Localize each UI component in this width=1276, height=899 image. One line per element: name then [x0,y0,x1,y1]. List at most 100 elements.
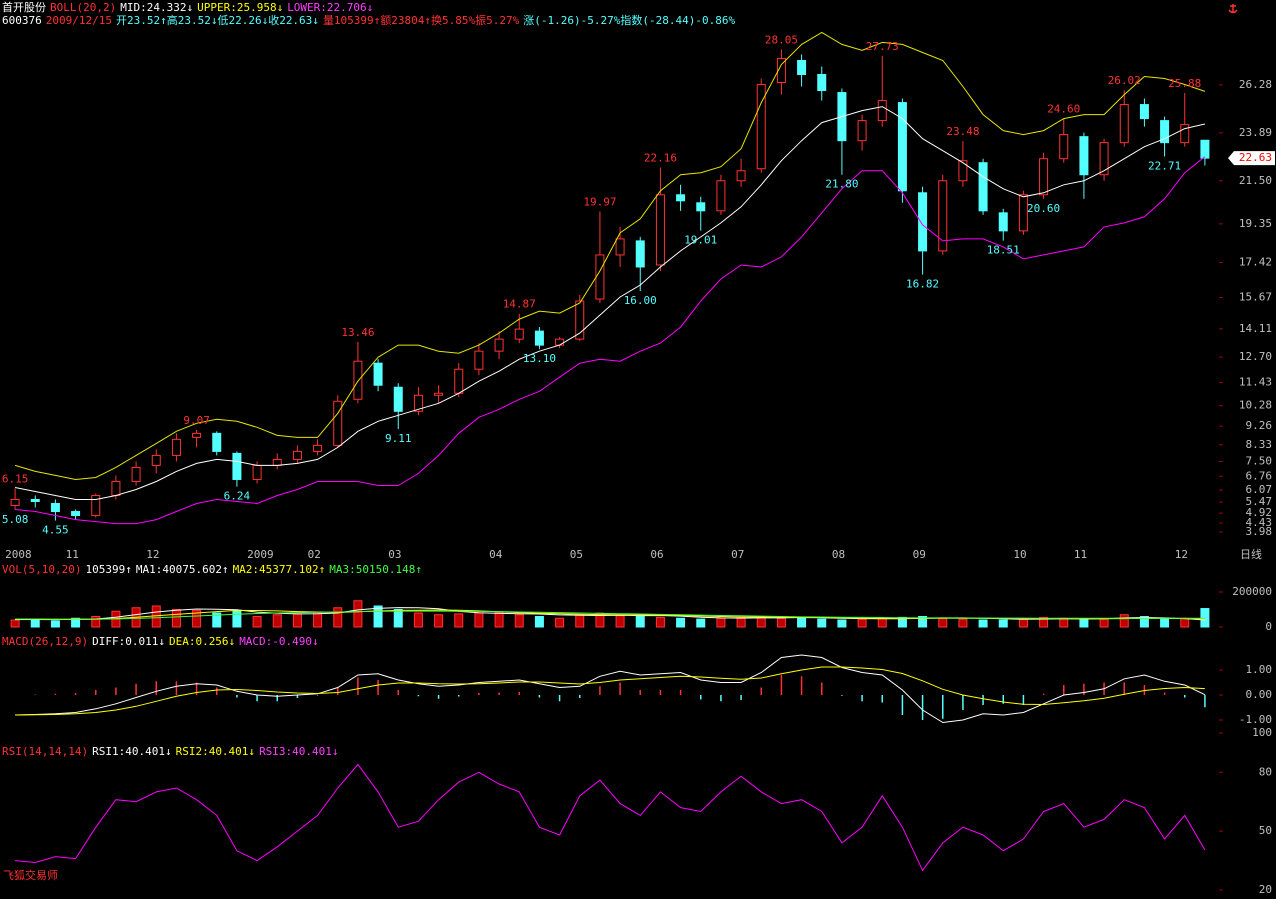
y-tick-label: 21.50 [1239,174,1272,187]
volume-bar [837,619,847,628]
low-label: 5.08 [2,513,29,526]
candle-body [897,102,907,192]
y-tick-label: 4.92 [1246,506,1273,519]
candle-body [756,84,766,170]
candle-body [1160,120,1170,144]
y-tick-label: 200000 [1232,585,1272,598]
header-item: MA1:40075.602↑ [135,563,229,576]
candle-body [635,240,645,268]
candle-body [534,330,544,346]
candle-body [696,202,706,212]
candle-body [877,100,887,122]
series-line [15,654,1206,724]
candle-body [716,180,726,212]
x-tick-label: 2009 [247,548,273,561]
header-item: 2009/12/15 [45,14,112,27]
volume-bar [776,617,786,628]
candle-body [575,300,585,340]
low-label: 19.01 [684,234,717,247]
y-tick-label: 11.43 [1239,376,1272,389]
header-item: RSI(14,14,14) [2,745,89,758]
volume-bar [292,613,302,628]
high-label: 25.88 [1168,77,1201,90]
candle-body [373,362,383,386]
y-tick-label: 1.00 [1246,663,1273,676]
volume-bar [1180,617,1190,628]
candle-body [454,368,464,394]
header-item: UPPER:25.958↓ [197,1,284,14]
price-tag [1228,151,1275,166]
candle-body [1039,158,1049,196]
candle-body [998,212,1008,232]
volume-bar [1079,619,1089,628]
x-tick-label: 12 [1175,548,1188,561]
candle-body [313,444,323,452]
low-label: 16.82 [906,278,939,291]
y-tick-label: 14.11 [1239,322,1272,335]
header-item: RSI1:40.401↓ [92,745,172,758]
low-label: 21.80 [825,178,858,191]
y-tick-label: 17.42 [1239,256,1272,269]
x-tick-label: 2008 [5,548,32,561]
y-tick-label: 19.35 [1239,217,1272,230]
volume-bar [1059,617,1069,628]
high-label: 6.15 [2,472,29,485]
volume-bar [151,605,161,628]
candle-body [797,59,807,76]
volume-bar [71,617,81,628]
low-label: 22.71 [1148,159,1181,172]
candle-body [50,503,60,513]
x-tick-label: 08 [832,548,845,561]
candle-body [776,57,786,84]
y-tick-label: 26.28 [1239,78,1272,91]
volume-bar [1139,616,1149,628]
header-item: MACD:-0.490↓ [239,635,319,648]
y-tick-label: 4.43 [1246,516,1273,529]
candle-body [655,194,665,266]
high-label: 14.87 [503,298,536,311]
series-line [15,610,1205,620]
candle-body [918,192,928,252]
high-label: 28.05 [765,33,798,46]
volume-bar [474,612,484,628]
header-item: MACD(26,12,9) [2,635,89,648]
header-item: 开23.52↑高23.52↓低22.26↓收22.63↓ [115,14,319,27]
x-tick-label: 09 [913,548,926,561]
candle-body [292,450,302,460]
volume-bar [575,614,585,628]
candle-body [1119,104,1129,144]
price-tag-label: 22.63 [1239,151,1272,164]
volume-bar [434,614,444,628]
y-tick-label: 9.26 [1246,419,1273,432]
header-item: 首开股份 [2,1,46,14]
y-tick-label: 6.07 [1246,483,1273,496]
y-tick-label: 0 [1265,620,1272,633]
candle-body [111,480,121,496]
volume-bar [676,617,686,628]
high-label: 27.73 [866,40,899,53]
header-item: DEA:0.256↓ [168,635,236,648]
header-item: BOLL(20,2) [50,1,117,14]
candle-body [10,499,20,507]
candle-body [676,194,686,202]
volume-bar [817,618,827,628]
volume-bar [958,618,968,628]
volume-bar [413,612,423,628]
volume-bar [1119,614,1129,628]
header-header: 首开股份 BOLL(20,2) MID:24.332↓ UPPER:25.958↓ LO… [2,1,377,14]
candle-body [1139,104,1149,120]
high-label: 26.02 [1108,74,1141,87]
candle-body [494,338,504,352]
volume-bar [555,617,565,628]
series-line [15,156,1206,525]
low-label: 18.51 [987,244,1020,257]
volume-bar [272,614,282,628]
volume-bar [938,617,948,628]
candle-body [615,238,625,256]
x-tick-label: 11 [1074,548,1087,561]
series-line [15,763,1206,872]
volume-bar [10,619,20,628]
volume-bar [171,609,181,628]
low-label: 20.60 [1027,202,1060,215]
